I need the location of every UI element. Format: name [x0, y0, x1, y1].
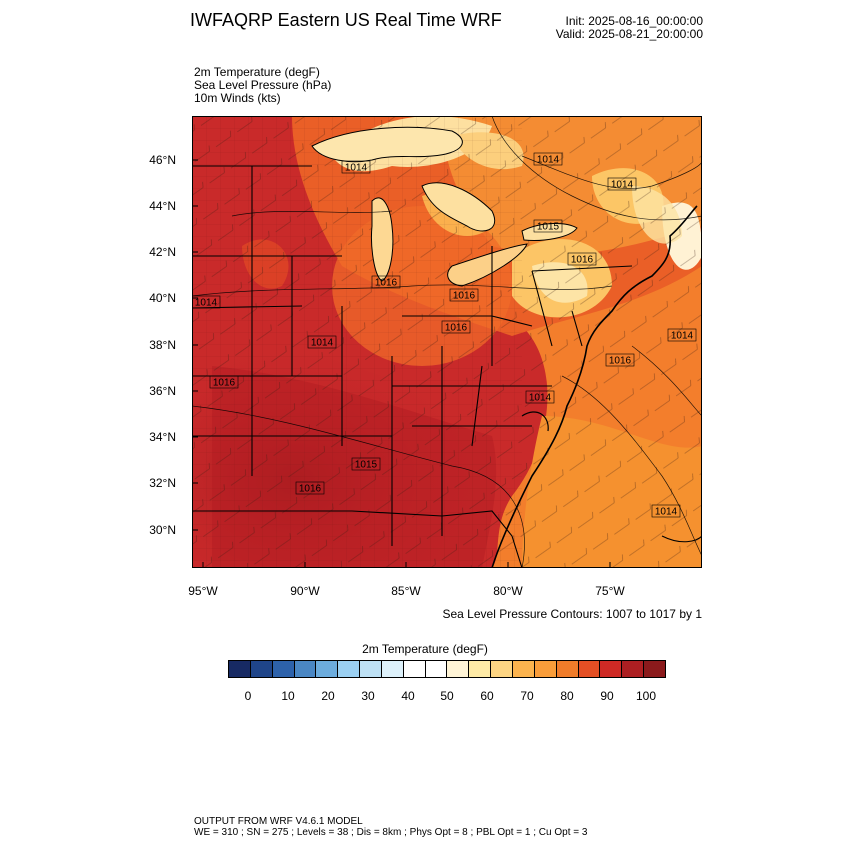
- isobar-label: 1016: [449, 288, 479, 302]
- lat-label: 42°N: [149, 245, 176, 259]
- axis-ticks: [192, 159, 611, 568]
- colorbar-swatch: [250, 661, 273, 677]
- colorbar-swatch: [316, 661, 339, 677]
- colorbar-label: 50: [440, 689, 454, 703]
- svg-text:1014: 1014: [537, 155, 560, 166]
- lon-label: 80°W: [493, 584, 523, 598]
- field-label-winds: 10m Winds (kts): [194, 91, 281, 105]
- colorbar-swatch: [512, 661, 535, 677]
- svg-text:1016: 1016: [609, 356, 632, 367]
- colorbar-label: 70: [520, 689, 534, 703]
- isobar-label: 1016: [605, 353, 635, 367]
- model-footer: OUTPUT FROM WRF V4.6.1 MODEL: [194, 816, 363, 827]
- colorbar-swatch: [556, 661, 579, 677]
- isobar-label: 1016: [295, 481, 325, 495]
- colorbar-swatch: [403, 661, 426, 677]
- atlantic-coastline: [491, 205, 698, 568]
- isobar-label: 1014: [533, 152, 563, 166]
- isobar-label: 1014: [192, 295, 221, 309]
- isobar-label: 1016: [371, 275, 401, 289]
- svg-text:1016: 1016: [375, 278, 398, 289]
- isobar-label: 1014: [307, 335, 337, 349]
- isobar-label: 1014: [651, 504, 681, 518]
- colorbar-swatch: [469, 661, 492, 677]
- isobar-label: 1016: [567, 252, 597, 266]
- colorbar-swatch: [534, 661, 557, 677]
- isobar-labels: 1014 1014 1015 1016 1014 1016 1016 1014 …: [192, 152, 697, 518]
- weather-map: 1014 1014 1015 1016 1014 1016 1016 1014 …: [192, 116, 702, 568]
- temperature-colorbar: [228, 660, 666, 678]
- map-border: [192, 116, 702, 568]
- colorbar-swatch: [425, 661, 448, 677]
- colorbar-label: 0: [244, 689, 252, 703]
- colorbar-swatch: [600, 661, 623, 677]
- lat-label: 34°N: [149, 430, 176, 444]
- weather-map-canvas: 1014 1014 1015 1016 1014 1016 1016 1014 …: [192, 116, 702, 568]
- colorbar-swatch: [338, 661, 361, 677]
- colorbar-swatch: [578, 661, 601, 677]
- colorbar-label: 60: [480, 689, 494, 703]
- lat-label: 36°N: [149, 384, 176, 398]
- svg-text:1014: 1014: [611, 180, 634, 191]
- lat-label: 46°N: [149, 153, 176, 167]
- svg-text:1016: 1016: [453, 291, 476, 302]
- lat-label: 44°N: [149, 199, 176, 213]
- svg-text:1016: 1016: [571, 255, 594, 266]
- colorbar-label: 20: [321, 689, 335, 703]
- svg-text:1014: 1014: [671, 331, 694, 342]
- model-config: WE = 310 ; SN = 275 ; Levels = 38 ; Dis …: [194, 827, 588, 838]
- colorbar-label: 100: [635, 689, 657, 703]
- svg-text:1014: 1014: [195, 298, 218, 309]
- lon-label: 75°W: [595, 584, 625, 598]
- init-time: Init: 2025-08-16_00:00:00: [565, 14, 703, 28]
- colorbar-label: 90: [600, 689, 614, 703]
- lat-label: 32°N: [149, 476, 176, 490]
- colorbar-swatch: [447, 661, 470, 677]
- colorbar-swatch: [272, 661, 295, 677]
- colorbar-label: 40: [401, 689, 415, 703]
- lon-label: 95°W: [188, 584, 218, 598]
- isobar-label: 1014: [667, 328, 697, 342]
- colorbar-swatch: [381, 661, 404, 677]
- field-label-temperature: 2m Temperature (degF): [194, 65, 320, 79]
- isobar-contours: [192, 116, 702, 568]
- svg-text:1015: 1015: [537, 222, 560, 233]
- map-title: IWFAQRP Eastern US Real Time WRF: [190, 10, 502, 30]
- lon-label: 90°W: [290, 584, 320, 598]
- colorbar-swatch: [294, 661, 317, 677]
- isobar-label: 1015: [351, 457, 381, 471]
- isobar-label: 1014: [341, 160, 371, 174]
- contour-note: Sea Level Pressure Contours: 1007 to 101…: [442, 607, 703, 621]
- lat-label: 30°N: [149, 523, 176, 537]
- colorbar-swatch: [644, 661, 665, 677]
- svg-text:1016: 1016: [445, 323, 468, 334]
- svg-text:1015: 1015: [355, 460, 378, 471]
- colorbar-label: 80: [560, 689, 574, 703]
- colorbar-label: 10: [281, 689, 295, 703]
- svg-text:1014: 1014: [655, 507, 678, 518]
- svg-text:1016: 1016: [299, 484, 322, 495]
- field-label-pressure: Sea Level Pressure (hPa): [194, 78, 332, 92]
- isobar-label: 1015: [533, 219, 563, 233]
- lat-label: 38°N: [149, 338, 176, 352]
- colorbar-title: 2m Temperature (degF): [362, 642, 488, 656]
- colorbar-swatch: [360, 661, 382, 677]
- lat-label: 40°N: [149, 291, 176, 305]
- svg-text:1014: 1014: [345, 163, 368, 174]
- svg-text:1016: 1016: [213, 378, 236, 389]
- isobar-label: 1016: [209, 375, 239, 389]
- lon-label: 85°W: [391, 584, 421, 598]
- isobar-label: 1014: [607, 177, 637, 191]
- state-boundaries: [192, 165, 633, 568]
- svg-text:1014: 1014: [529, 393, 552, 404]
- valid-time: Valid: 2025-08-21_20:00:00: [555, 27, 703, 41]
- svg-text:1014: 1014: [311, 338, 334, 349]
- colorbar-swatch: [622, 661, 645, 677]
- colorbar-label: 30: [361, 689, 375, 703]
- colorbar-swatch: [229, 661, 251, 677]
- colorbar-swatch: [491, 661, 513, 677]
- isobar-label: 1014: [525, 390, 555, 404]
- isobar-label: 1016: [441, 320, 471, 334]
